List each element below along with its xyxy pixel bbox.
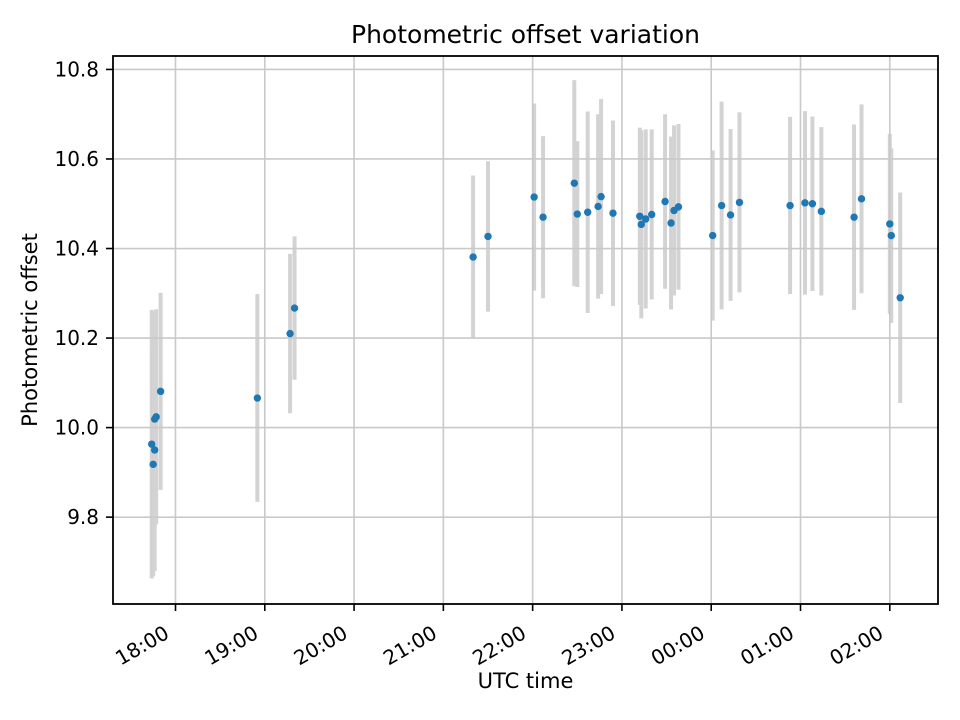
y-tick-label: 10.8	[54, 57, 99, 81]
data-point	[647, 210, 656, 219]
y-axis-label: Photometric offset	[18, 233, 42, 427]
data-point	[570, 179, 579, 187]
data-point	[484, 232, 492, 241]
data-point	[290, 304, 299, 312]
x-tick-label: 01:00	[736, 621, 798, 671]
y-tick-label: 9.8	[67, 505, 99, 529]
data-point	[857, 195, 866, 203]
x-tick-label: 19:00	[200, 621, 262, 671]
data-point	[286, 329, 294, 338]
data-point	[726, 211, 735, 219]
data-point	[817, 207, 826, 216]
plot-border	[112, 55, 939, 605]
data-point	[156, 387, 165, 396]
y-tick-label: 10.2	[54, 326, 99, 350]
data-point	[530, 193, 538, 201]
x-tick-label: 22:00	[468, 621, 530, 671]
x-axis-label: UTC time	[477, 669, 574, 693]
x-tick-label: 21:00	[379, 621, 441, 671]
data-point	[609, 209, 617, 217]
data-point	[147, 440, 156, 448]
data-point	[469, 253, 477, 261]
data-point	[801, 199, 809, 207]
data-point	[735, 198, 744, 207]
data-point	[152, 413, 160, 421]
y-tick-label: 10.0	[54, 416, 99, 440]
data-point	[786, 201, 794, 210]
data-point	[808, 200, 817, 208]
x-tick-label: 02:00	[825, 621, 887, 671]
data-point	[642, 215, 650, 223]
x-tick-label: 23:00	[558, 621, 620, 671]
data-point	[594, 202, 602, 211]
data-point	[896, 294, 904, 302]
data-point	[709, 231, 717, 240]
data-point	[674, 203, 683, 211]
data-point	[539, 213, 547, 221]
data-point	[149, 460, 157, 469]
y-tick-label: 10.6	[54, 147, 99, 171]
data-point	[637, 220, 645, 229]
x-tick-label: 00:00	[647, 621, 709, 671]
data-point	[886, 220, 894, 228]
chart-title: Photometric offset variation	[351, 20, 700, 49]
data-point	[253, 394, 262, 402]
data-point	[150, 446, 159, 454]
data-point	[636, 212, 644, 220]
x-tick-label: 20:00	[290, 621, 352, 671]
data-point	[850, 213, 858, 221]
data-point	[717, 201, 726, 210]
data-point	[661, 197, 669, 206]
x-tick-label: 18:00	[111, 621, 173, 671]
data-point	[887, 231, 895, 240]
data-point	[597, 192, 605, 201]
data-point	[584, 208, 592, 216]
data-point	[667, 219, 675, 227]
y-tick-label: 10.4	[54, 237, 99, 261]
data-point	[573, 210, 581, 218]
